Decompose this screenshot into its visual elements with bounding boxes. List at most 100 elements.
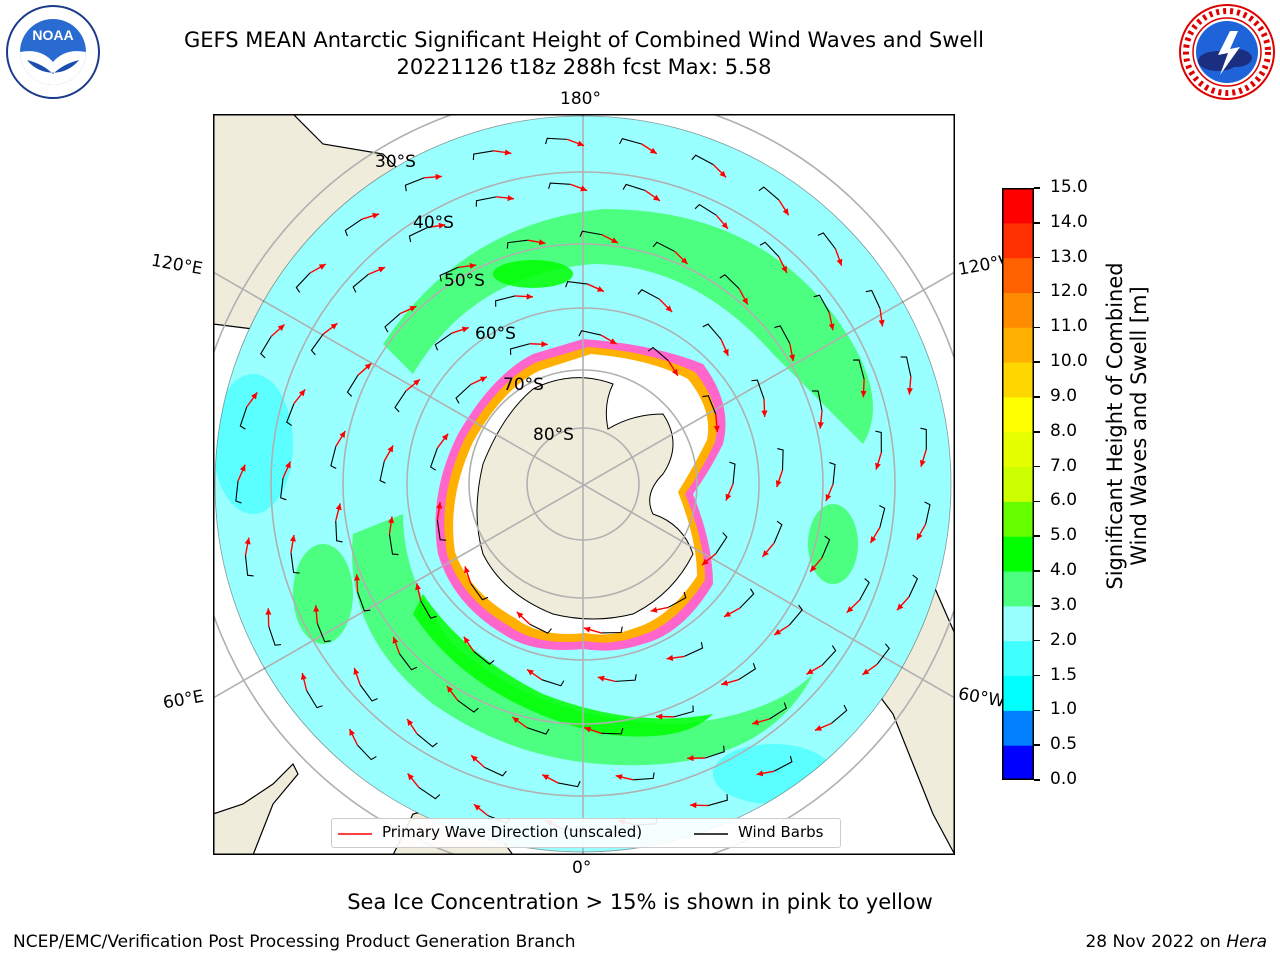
wave-arrow-head [810,565,817,572]
wave-arrow-head [806,668,814,675]
wind-barb [418,786,441,800]
wave-arrow-head [372,212,380,219]
wave-arrow-head [507,195,515,202]
colorbar-tick-mark [1034,222,1040,224]
wind-barb [637,289,660,300]
colorbar-cell [1002,640,1034,677]
wave-arrow-head [335,503,342,511]
colorbar-cell [1002,466,1034,502]
wave-arrow-head [782,208,789,216]
colorbar-tick-label: 9.0 [1050,385,1078,406]
wind-barb [821,535,831,559]
colorbar-tick-mark [1034,291,1040,294]
colorbar-cell [1002,431,1034,468]
noaa-logo-text: NOAA [32,27,73,43]
wave-arrow-head [752,719,760,726]
wave-arrow-head [655,713,663,720]
colorbar-tick-mark [1034,396,1040,398]
wave-arrow-head [615,774,623,781]
wind-barb [408,226,428,243]
wave-arrow-head [409,306,417,312]
colorbar-tick-label: 1.5 [1050,664,1078,685]
wind-barb [429,447,438,471]
wind-barb [565,281,588,288]
colorbar-cell [1002,571,1034,607]
wind-barb [529,623,552,634]
wind-barb [601,727,624,735]
wind-barb [541,679,565,687]
wave-arrow-head [916,532,923,540]
wind-barb [739,588,755,609]
wave-arrow-head [690,802,697,809]
lat-label-30s: 30°S [375,152,416,172]
wave-arrow-head [836,258,843,266]
wind-barb [330,446,337,469]
wind-barb [751,379,765,400]
wind-barb [702,395,717,415]
nws-logo [1179,4,1275,100]
wave-arrow-head [742,297,748,305]
wind-barb [239,406,248,430]
wind-barb [344,218,363,237]
wind-barb [853,359,865,380]
colorbar-cell [1002,745,1034,780]
wind-barb [769,702,787,720]
wave-arrow-head [649,147,657,154]
wave-arrow-head [464,566,470,574]
wave-arrow-head [653,194,660,201]
colorbar-cell [1002,362,1034,398]
wind-barb [268,626,282,646]
wave-arrow-head [774,628,782,635]
lat-label-50s: 50°S [444,271,485,291]
wind-barb [434,332,452,351]
colorbar-tick-mark [1034,605,1040,607]
colorbar-tick-label: 10.0 [1050,351,1088,372]
colorbar-tick-label: 1.0 [1050,699,1078,720]
wind-barb [647,346,669,361]
wind-barb [346,374,359,397]
wind-barb-legend-line [694,833,728,835]
colorbar-title-line2: Wind Waves and Swell [m] [1127,286,1151,566]
wave-arrow-head [330,323,338,330]
colorbar-tick-label: 0.0 [1050,769,1078,789]
lon-label-60e: 60°E [161,686,206,714]
colorbar-tick-mark [1034,465,1040,468]
colorbar-tick-label: 4.0 [1050,560,1078,581]
colorbar-cell [1002,222,1034,259]
wind-barb [455,384,472,404]
wind-barb [439,266,459,282]
wind-barb [290,552,300,574]
wind-barb [879,505,886,528]
wave-height-field [215,116,951,852]
colorbar-tick-mark [1034,431,1040,433]
wave-arrow-head [721,679,729,686]
lat-label-70s: 70°S [503,375,544,395]
wind-barb [788,604,803,626]
colorbar-cell [1002,675,1034,711]
colorbar-cell [1002,292,1034,328]
wind-barb [924,501,931,525]
footer-date: 28 Nov 2022 on Hera [1085,932,1267,952]
wave-arrow-head [441,433,449,441]
wind-barb [812,390,823,411]
wind-barb [774,325,791,344]
wind-barb [667,591,687,608]
wave-arrow-head [504,149,512,156]
wave-arrow-head [687,755,694,762]
chart-subtitle: 20221126 t18z 288h fcst Max: 5.58 [396,55,772,79]
wind-barb [526,727,550,735]
wind-barb [473,651,495,665]
wave-arrow-head [251,392,258,400]
wave-arrow-head [701,558,709,566]
colorbar-tick-mark [1034,570,1040,572]
colorbar-cell [1002,257,1034,293]
wind-barb [673,705,694,718]
wave-arrow-head [479,376,487,383]
footer-machine: Hera [1226,932,1267,952]
wave-arrow-head [438,222,446,229]
colorbar-cell [1002,710,1034,746]
wind-barb [335,520,343,543]
wave-arrow-head [814,725,822,731]
wind-barb [920,427,927,450]
wind-barb [691,154,714,166]
